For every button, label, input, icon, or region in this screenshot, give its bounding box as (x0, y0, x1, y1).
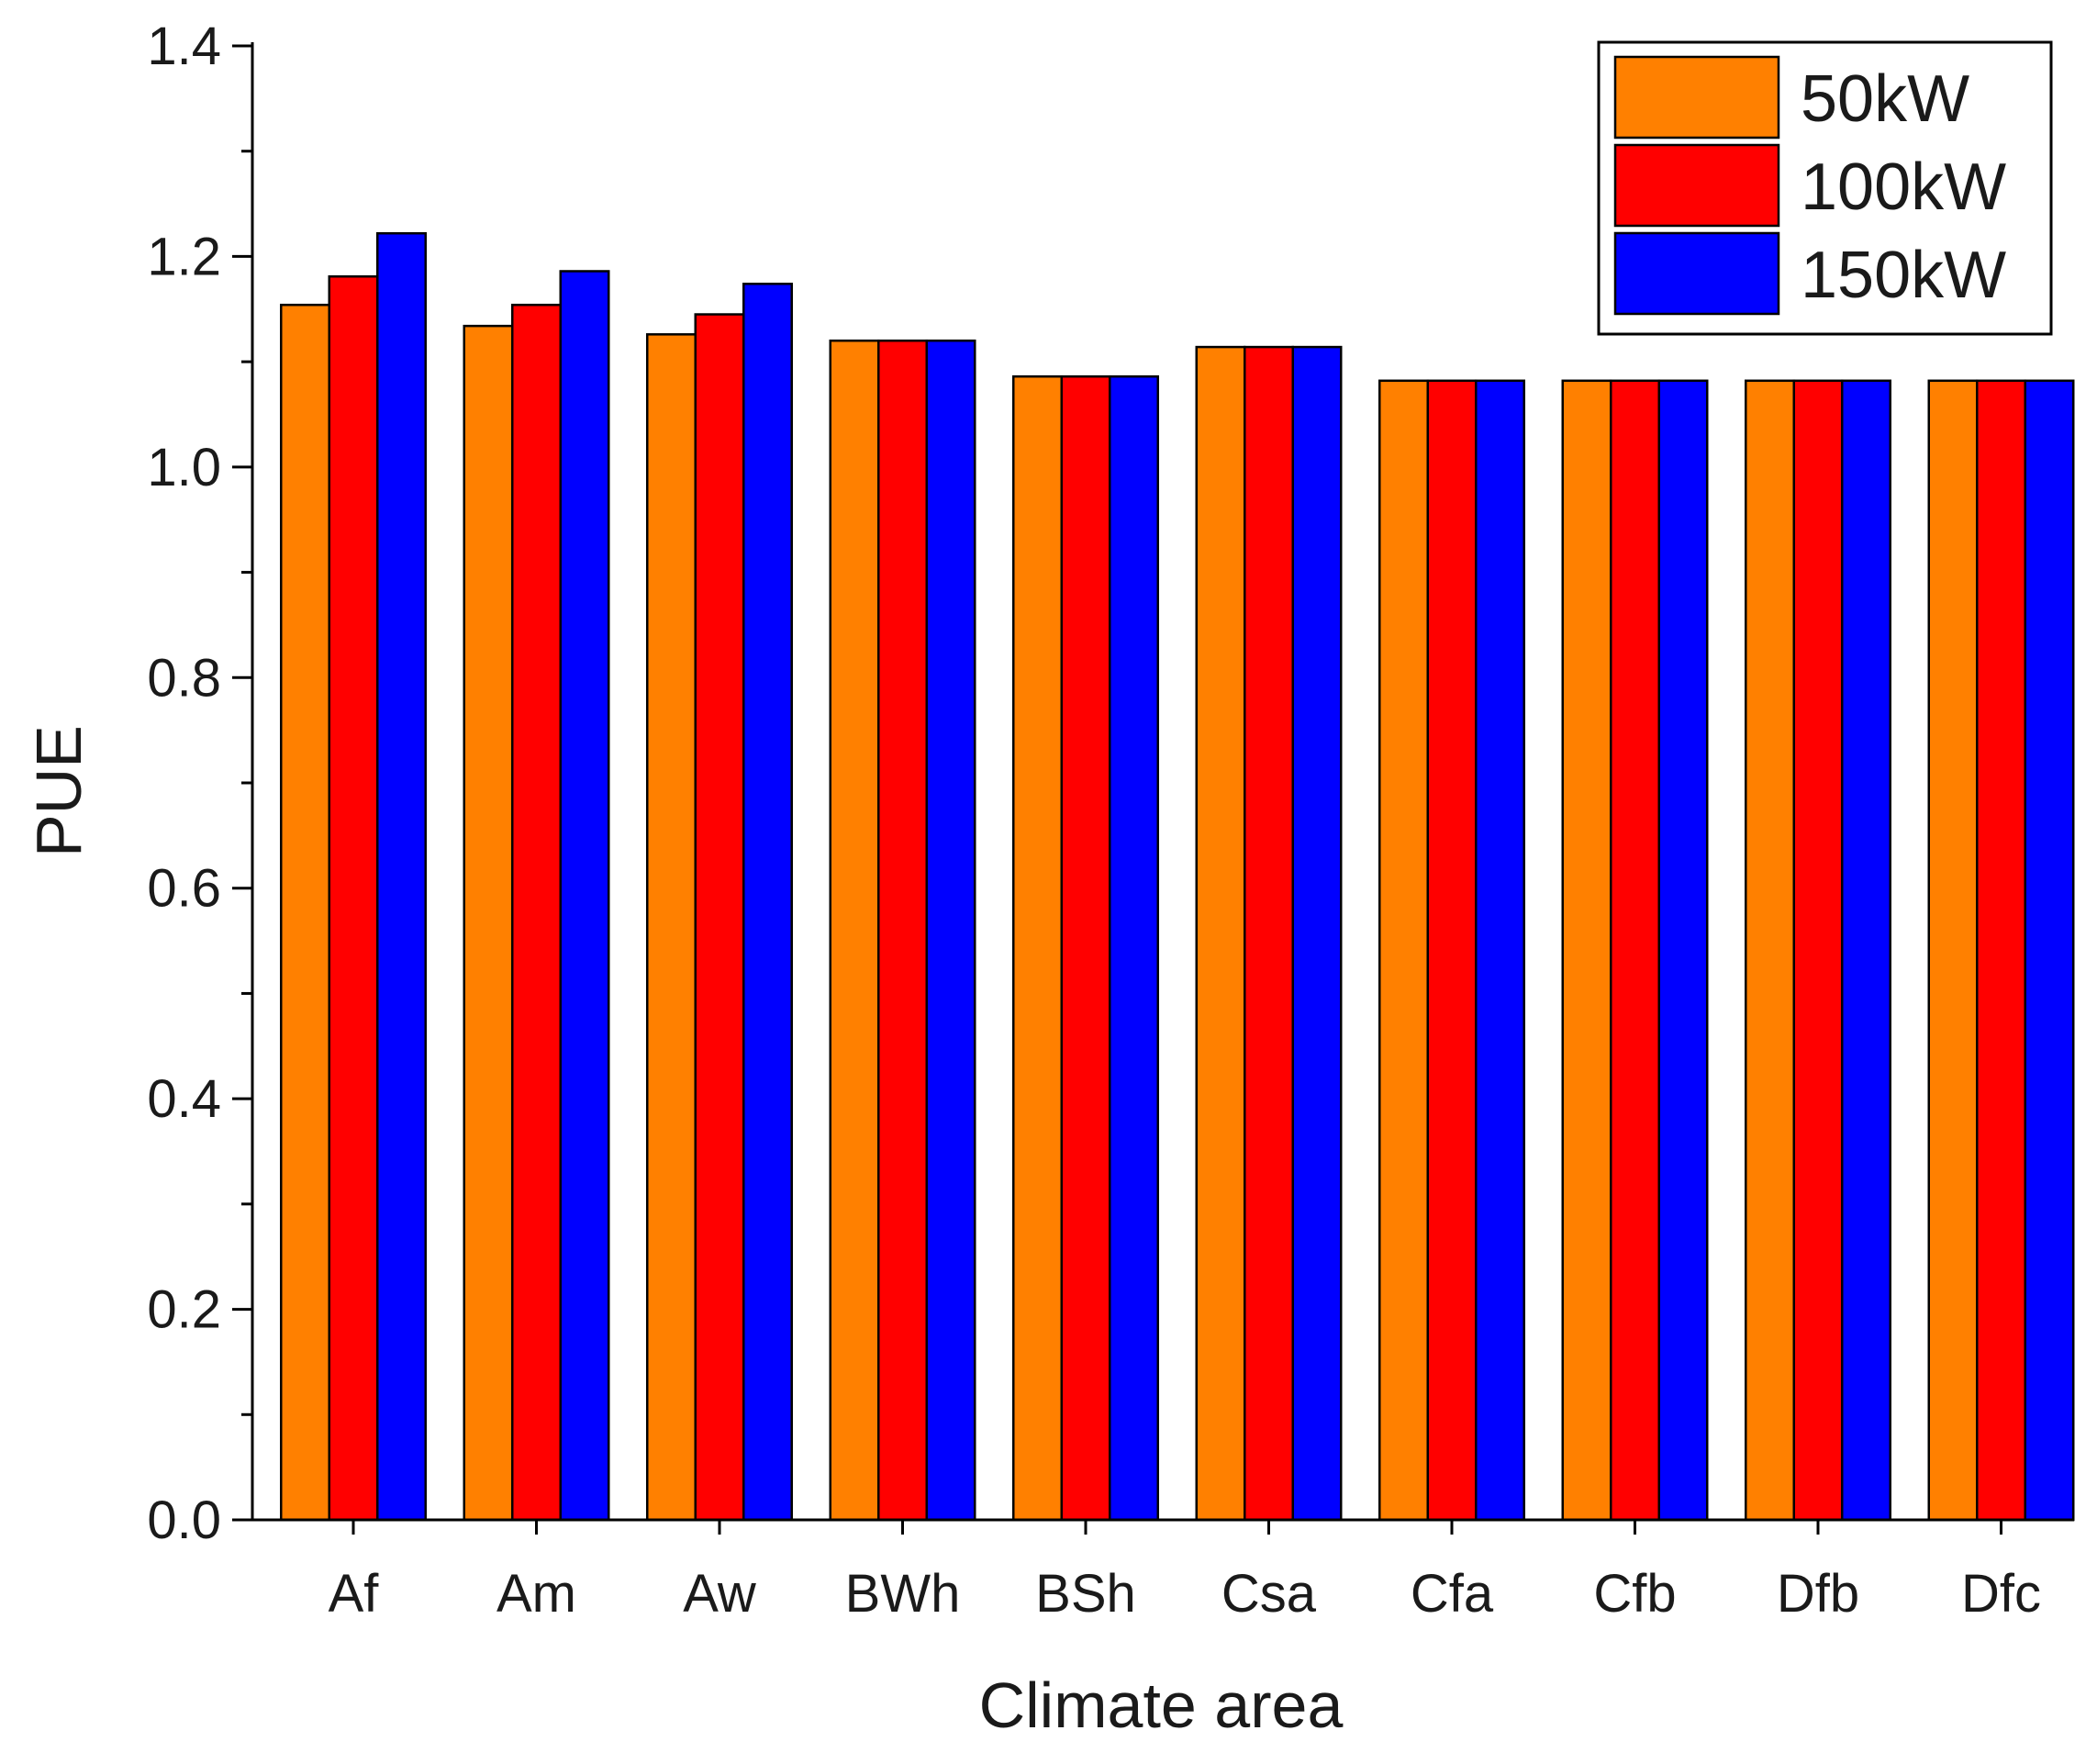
legend: 50kW 100kW 150kW (1597, 40, 2053, 336)
bar-aw-50kw (646, 333, 697, 1522)
legend-swatch-100kw (1613, 143, 1780, 228)
y-tick-label: 0.2 (147, 1280, 221, 1340)
x-tick-label: Am (496, 1564, 576, 1624)
y-axis-title: PUE (23, 725, 95, 857)
x-tick-label: Aw (683, 1564, 757, 1624)
bar-cfb-100kw (1610, 379, 1660, 1522)
x-axis-title: Climate area (979, 1669, 1344, 1741)
bar-bsh-50kw (1012, 374, 1063, 1522)
bar-af-100kw (328, 274, 379, 1522)
bar-bwh-100kw (877, 339, 928, 1522)
bar-bwh-50kw (829, 339, 880, 1522)
x-tick-label: Csa (1221, 1564, 1317, 1624)
bar-csa-100kw (1244, 345, 1294, 1522)
bar-dfc-150kw (2024, 379, 2075, 1522)
y-tick-label: 0.0 (147, 1490, 221, 1550)
bar-dfb-50kw (1745, 379, 1795, 1522)
y-tick-label: 0.8 (147, 648, 221, 708)
y-tick-label: 1.2 (147, 227, 221, 286)
x-tick-label: Af (329, 1564, 380, 1624)
bar-af-50kw (280, 303, 330, 1522)
ticks-layer (232, 44, 2002, 1535)
bar-am-150kw (559, 270, 610, 1522)
bar-aw-150kw (742, 283, 793, 1522)
x-tick-label: BWh (845, 1564, 961, 1624)
bar-dfc-100kw (1976, 379, 2026, 1522)
x-tick-label: Cfa (1411, 1564, 1494, 1624)
x-tick-label: Dfb (1777, 1564, 1859, 1624)
bar-cfa-100kw (1426, 379, 1478, 1522)
bar-cfb-50kw (1561, 379, 1612, 1522)
y-tick-label: 0.6 (147, 859, 221, 919)
y-tick-label: 1.0 (147, 438, 221, 497)
bars-layer (280, 231, 2075, 1522)
x-tick-label: BSh (1035, 1564, 1136, 1624)
y-tick-label: 1.4 (147, 17, 221, 76)
bar-csa-150kw (1291, 345, 1343, 1522)
x-tick-label: Dfc (1961, 1564, 2041, 1624)
bar-dfb-100kw (1792, 379, 1844, 1522)
bar-csa-50kw (1195, 345, 1246, 1522)
x-tick-label: Cfb (1593, 1564, 1676, 1624)
bar-bsh-150kw (1109, 374, 1159, 1522)
legend-label-150kw: 150kW (1801, 239, 2006, 312)
bar-am-100kw (511, 303, 562, 1522)
bar-am-50kw (463, 324, 514, 1522)
bar-bsh-100kw (1060, 374, 1111, 1522)
bar-bwh-150kw (925, 339, 976, 1522)
bar-cfa-150kw (1475, 379, 1525, 1522)
legend-swatch-50kw (1613, 55, 1780, 140)
bar-af-150kw (376, 231, 427, 1522)
legend-swatch-150kw (1613, 231, 1780, 316)
labels-layer: Af Am Aw BWh BSh Csa Cfa Cfb Dfb Dfc 0.0 0.2 0.4 0.6 0… (147, 17, 2041, 1624)
legend-label-50kw: 50kW (1801, 62, 1969, 136)
bar-cfb-150kw (1657, 379, 1709, 1522)
bar-dfc-50kw (1927, 379, 1979, 1522)
legend-label-100kw: 100kW (1801, 151, 2006, 224)
bar-cfa-50kw (1378, 379, 1429, 1522)
y-tick-label: 0.4 (147, 1069, 221, 1129)
bar-aw-100kw (694, 313, 745, 1522)
bar-dfb-150kw (1841, 379, 1891, 1522)
